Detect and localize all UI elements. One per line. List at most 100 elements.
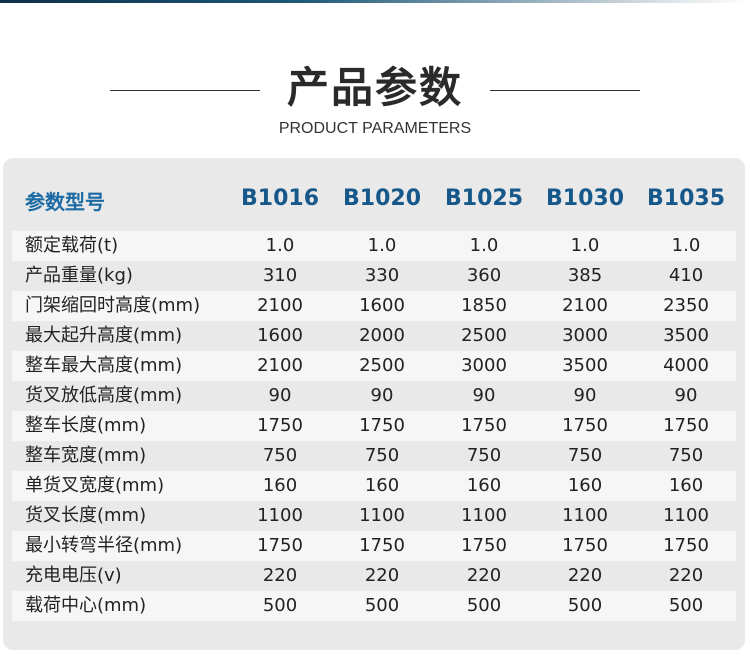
title-divider-left xyxy=(110,90,260,91)
cell-value: 1750 xyxy=(359,415,405,436)
row-label: 充电电压(v) xyxy=(25,565,122,586)
row-label: 整车长度(mm) xyxy=(25,415,147,436)
model-header: B1020 xyxy=(343,186,421,211)
table-row: 整车宽度(mm) 750 750 750 750 750 xyxy=(12,441,736,471)
cell-value: 1100 xyxy=(562,505,608,526)
cell-value: 1100 xyxy=(359,505,405,526)
cell-value: 1750 xyxy=(562,535,608,556)
row-label: 额定载荷(t) xyxy=(25,235,119,256)
cell-value: 330 xyxy=(364,265,400,286)
cell-value: 360 xyxy=(466,265,502,286)
cell-value: 1750 xyxy=(461,535,507,556)
cell-value: 1.0 xyxy=(570,235,600,256)
cell-value: 1.0 xyxy=(469,235,499,256)
cell-value: 90 xyxy=(268,385,292,406)
cell-value: 750 xyxy=(466,445,502,466)
cell-value: 500 xyxy=(262,595,298,616)
row-label: 货叉长度(mm) xyxy=(25,505,147,526)
row-label: 整车最大高度(mm) xyxy=(25,355,183,376)
cell-value: 500 xyxy=(668,595,704,616)
table-row: 整车最大高度(mm) 2100 2500 3000 3500 4000 xyxy=(12,351,736,381)
row-label: 最小转弯半径(mm) xyxy=(25,535,183,556)
cell-value: 90 xyxy=(472,385,496,406)
table-row: 单货叉宽度(mm) 160 160 160 160 160 xyxy=(12,471,736,501)
top-gradient-bar xyxy=(0,0,750,3)
cell-value: 3000 xyxy=(562,325,608,346)
cell-value: 2100 xyxy=(257,355,303,376)
table-row: 货叉长度(mm) 1100 1100 1100 1100 1100 xyxy=(12,501,736,531)
table-row: 载荷中心(mm) 500 500 500 500 500 xyxy=(12,591,736,621)
cell-value: 310 xyxy=(262,265,298,286)
cell-value: 1600 xyxy=(359,295,405,316)
cell-value: 1100 xyxy=(257,505,303,526)
cell-value: 220 xyxy=(668,565,704,586)
row-label: 货叉放低高度(mm) xyxy=(25,385,183,406)
row-label: 单货叉宽度(mm) xyxy=(25,475,165,496)
cell-value: 500 xyxy=(567,595,603,616)
table-row: 整车长度(mm) 1750 1750 1750 1750 1750 xyxy=(12,411,736,441)
cell-value: 2100 xyxy=(257,295,303,316)
title-divider-right xyxy=(490,90,640,91)
cell-value: 1750 xyxy=(359,535,405,556)
row-label: 整车宽度(mm) xyxy=(25,445,147,466)
cell-value: 410 xyxy=(668,265,704,286)
cell-value: 160 xyxy=(668,475,704,496)
cell-value: 220 xyxy=(262,565,298,586)
model-header: B1030 xyxy=(546,186,624,211)
cell-value: 4000 xyxy=(663,355,709,376)
cell-value: 1.0 xyxy=(367,235,397,256)
cell-value: 160 xyxy=(567,475,603,496)
cell-value: 2100 xyxy=(562,295,608,316)
cell-value: 90 xyxy=(674,385,698,406)
cell-value: 750 xyxy=(262,445,298,466)
cell-value: 1750 xyxy=(257,535,303,556)
model-header: B1035 xyxy=(647,186,725,211)
cell-value: 1100 xyxy=(663,505,709,526)
table-row: 最小转弯半径(mm) 1750 1750 1750 1750 1750 xyxy=(12,531,736,561)
table-row: 最大起升高度(mm) 1600 2000 2500 3000 3500 xyxy=(12,321,736,351)
cell-value: 500 xyxy=(466,595,502,616)
cell-value: 1750 xyxy=(257,415,303,436)
cell-value: 3500 xyxy=(562,355,608,376)
cell-value: 500 xyxy=(364,595,400,616)
table-row: 额定载荷(t) 1.0 1.0 1.0 1.0 1.0 xyxy=(12,231,736,261)
cell-value: 160 xyxy=(262,475,298,496)
cell-value: 1100 xyxy=(461,505,507,526)
cell-value: 1750 xyxy=(663,535,709,556)
cell-value: 220 xyxy=(567,565,603,586)
model-header: B1016 xyxy=(241,186,319,211)
table-row: 门架缩回时高度(mm) 2100 1600 1850 2100 2350 xyxy=(12,291,736,321)
cell-value: 2500 xyxy=(359,355,405,376)
cell-value: 1.0 xyxy=(265,235,295,256)
page-subtitle: PRODUCT PARAMETERS xyxy=(278,120,472,137)
cell-value: 160 xyxy=(466,475,502,496)
row-label: 产品重量(kg) xyxy=(25,265,133,286)
cell-value: 2000 xyxy=(359,325,405,346)
row-label: 门架缩回时高度(mm) xyxy=(25,295,201,316)
cell-value: 1750 xyxy=(461,415,507,436)
page-title: 产品参数 xyxy=(286,63,463,112)
cell-value: 220 xyxy=(364,565,400,586)
cell-value: 750 xyxy=(668,445,704,466)
cell-value: 750 xyxy=(364,445,400,466)
cell-value: 2500 xyxy=(461,325,507,346)
cell-value: 160 xyxy=(364,475,400,496)
model-header: B1025 xyxy=(445,186,523,211)
cell-value: 1750 xyxy=(663,415,709,436)
table-row: 货叉放低高度(mm) 90 90 90 90 90 xyxy=(12,381,736,411)
header-label: 参数型号 xyxy=(25,190,105,214)
cell-value: 90 xyxy=(370,385,394,406)
cell-value: 1.0 xyxy=(671,235,701,256)
table-row: 产品重量(kg) 310 330 360 385 410 xyxy=(12,261,736,291)
cell-value: 1600 xyxy=(257,325,303,346)
table-header: 参数型号 B1016 B1020 B1025 B1030 B1035 xyxy=(0,186,750,216)
cell-value: 220 xyxy=(466,565,502,586)
cell-value: 3000 xyxy=(461,355,507,376)
cell-value: 1750 xyxy=(562,415,608,436)
cell-value: 385 xyxy=(567,265,603,286)
cell-value: 750 xyxy=(567,445,603,466)
row-label: 载荷中心(mm) xyxy=(25,595,147,616)
cell-value: 3500 xyxy=(663,325,709,346)
table-row: 充电电压(v) 220 220 220 220 220 xyxy=(12,561,736,591)
cell-value: 1850 xyxy=(461,295,507,316)
